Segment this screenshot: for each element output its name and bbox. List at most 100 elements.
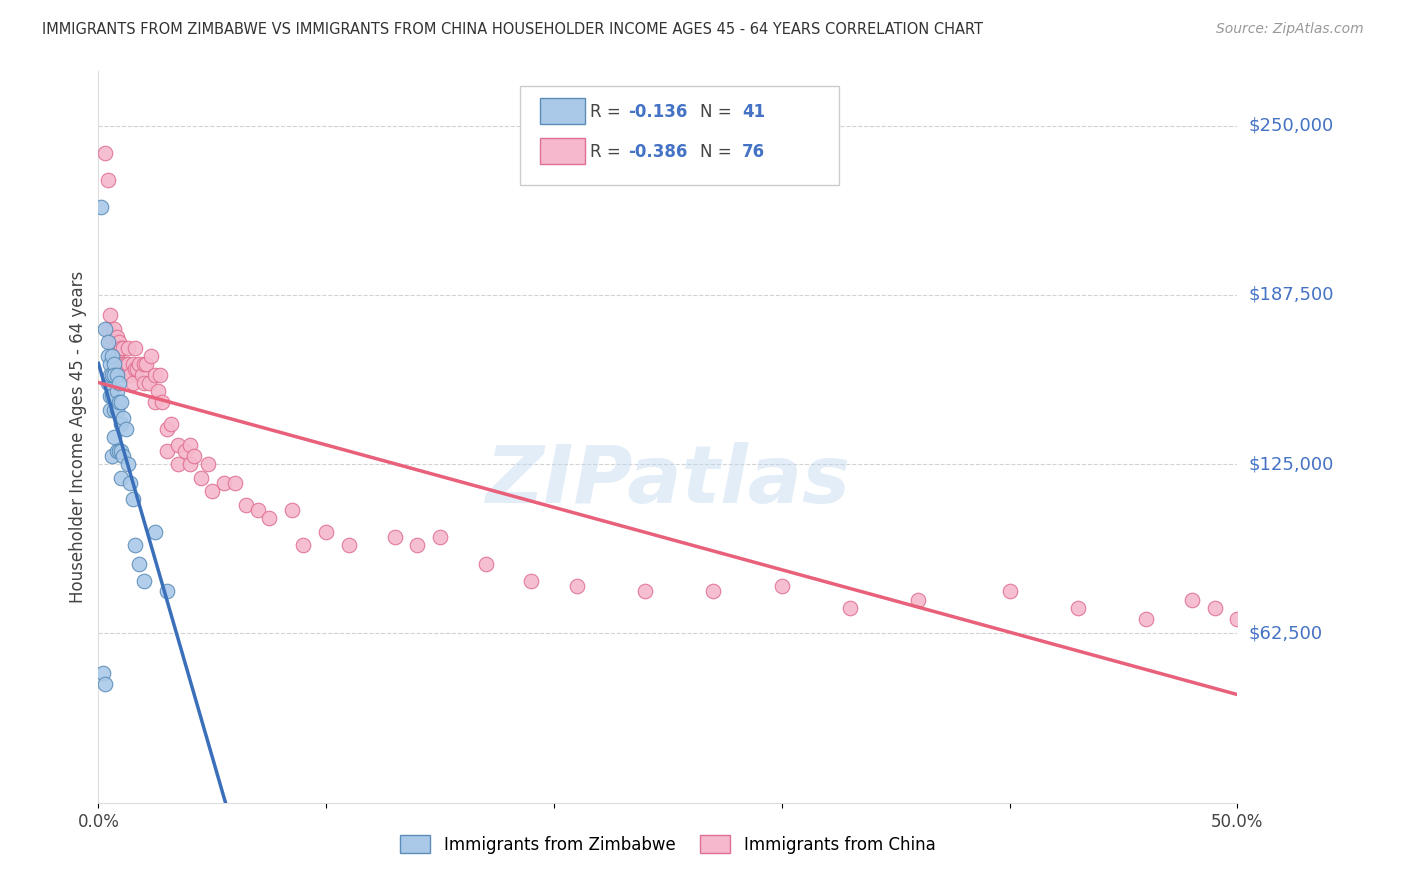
- Point: [156, 584, 179, 599]
- Point: [105, 384, 128, 398]
- Point: [101, 449, 124, 463]
- Point: [235, 498, 257, 512]
- Point: [117, 457, 139, 471]
- Point: [474, 558, 496, 572]
- Text: -0.386: -0.386: [628, 143, 688, 161]
- Text: R =: R =: [591, 143, 621, 161]
- Point: [998, 584, 1021, 599]
- FancyBboxPatch shape: [540, 138, 585, 164]
- Point: [907, 592, 929, 607]
- Point: [98, 357, 121, 371]
- Point: [128, 357, 150, 371]
- Point: [103, 403, 125, 417]
- Point: [201, 484, 224, 499]
- Point: [121, 357, 143, 371]
- Point: [770, 579, 793, 593]
- Point: [429, 530, 451, 544]
- Point: [101, 330, 124, 344]
- Point: [384, 530, 406, 544]
- Text: $125,000: $125,000: [1249, 455, 1334, 473]
- Legend: Immigrants from Zimbabwe, Immigrants from China: Immigrants from Zimbabwe, Immigrants fro…: [394, 829, 942, 860]
- Text: ZIPatlas: ZIPatlas: [485, 442, 851, 520]
- Point: [174, 443, 197, 458]
- Point: [281, 503, 304, 517]
- Point: [121, 492, 143, 507]
- Point: [146, 384, 169, 398]
- Point: [101, 349, 124, 363]
- Point: [132, 376, 155, 390]
- Point: [1181, 592, 1204, 607]
- Point: [105, 330, 128, 344]
- Point: [103, 357, 125, 371]
- Point: [112, 341, 135, 355]
- Point: [156, 422, 179, 436]
- Point: [108, 357, 131, 371]
- Point: [145, 395, 167, 409]
- Point: [224, 476, 246, 491]
- Point: [112, 357, 135, 371]
- Point: [132, 574, 155, 588]
- Point: [149, 368, 172, 382]
- Point: [96, 335, 118, 350]
- Point: [212, 476, 235, 491]
- Point: [124, 341, 146, 355]
- Point: [98, 308, 121, 322]
- Point: [101, 368, 124, 382]
- Point: [190, 471, 212, 485]
- Point: [110, 443, 132, 458]
- Point: [98, 389, 121, 403]
- Point: [96, 322, 118, 336]
- Point: [110, 341, 132, 355]
- Text: N =: N =: [700, 143, 731, 161]
- Point: [90, 200, 112, 214]
- Point: [139, 349, 162, 363]
- Point: [1135, 611, 1157, 625]
- Point: [259, 511, 281, 525]
- Point: [839, 600, 862, 615]
- Point: [337, 538, 360, 552]
- Point: [105, 368, 128, 382]
- Point: [124, 362, 146, 376]
- Text: IMMIGRANTS FROM ZIMBABWE VS IMMIGRANTS FROM CHINA HOUSEHOLDER INCOME AGES 45 - 6: IMMIGRANTS FROM ZIMBABWE VS IMMIGRANTS F…: [42, 22, 983, 37]
- Point: [105, 349, 128, 363]
- Text: 76: 76: [742, 143, 765, 161]
- Point: [520, 574, 543, 588]
- FancyBboxPatch shape: [520, 86, 839, 185]
- Point: [702, 584, 724, 599]
- Point: [1204, 600, 1226, 615]
- Point: [103, 368, 125, 382]
- Point: [179, 457, 201, 471]
- Point: [183, 449, 205, 463]
- Point: [179, 438, 201, 452]
- Point: [167, 457, 190, 471]
- Point: [167, 438, 190, 452]
- Point: [110, 471, 132, 485]
- Point: [156, 443, 179, 458]
- Point: [121, 376, 143, 390]
- Point: [94, 676, 117, 690]
- Point: [406, 538, 429, 552]
- Text: R =: R =: [591, 103, 621, 120]
- Point: [110, 362, 132, 376]
- Point: [96, 376, 118, 390]
- Point: [117, 357, 139, 371]
- Point: [110, 395, 132, 409]
- Point: [246, 503, 269, 517]
- Point: [105, 443, 128, 458]
- Point: [135, 357, 157, 371]
- Point: [145, 524, 167, 539]
- Point: [112, 449, 135, 463]
- Text: $62,500: $62,500: [1249, 624, 1323, 642]
- Text: 41: 41: [742, 103, 765, 120]
- Point: [117, 341, 139, 355]
- Point: [292, 538, 315, 552]
- Point: [98, 403, 121, 417]
- Text: $250,000: $250,000: [1249, 117, 1334, 135]
- Point: [108, 335, 131, 350]
- Point: [138, 376, 160, 390]
- Point: [1067, 600, 1090, 615]
- Point: [98, 335, 121, 350]
- Point: [315, 524, 337, 539]
- FancyBboxPatch shape: [540, 98, 585, 124]
- Point: [103, 322, 125, 336]
